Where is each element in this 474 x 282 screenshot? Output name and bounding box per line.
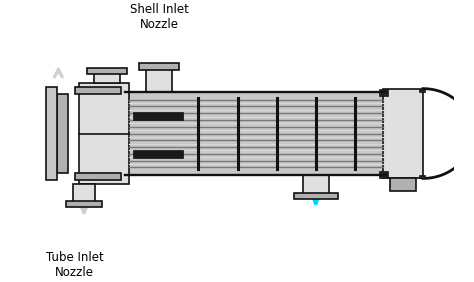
Bar <box>303 175 328 195</box>
Bar <box>133 150 183 158</box>
Bar <box>73 184 95 202</box>
Bar <box>87 69 127 74</box>
Bar <box>75 87 121 94</box>
Text: Tube Inlet
Nozzle: Tube Inlet Nozzle <box>46 251 104 279</box>
Bar <box>75 173 121 180</box>
Bar <box>419 175 425 179</box>
Bar <box>66 201 102 207</box>
Bar <box>383 89 423 179</box>
Text: Shell Inlet
Nozzle: Shell Inlet Nozzle <box>130 3 189 31</box>
Bar <box>294 193 338 199</box>
Bar <box>139 63 179 70</box>
Bar <box>46 87 57 180</box>
Bar <box>379 89 388 96</box>
Bar <box>419 89 425 92</box>
Bar <box>390 179 416 191</box>
Bar <box>379 171 388 179</box>
Bar <box>133 112 183 120</box>
Bar <box>56 94 67 173</box>
Bar <box>146 67 172 92</box>
Bar <box>94 70 120 83</box>
Bar <box>80 83 129 184</box>
Bar <box>125 92 386 175</box>
